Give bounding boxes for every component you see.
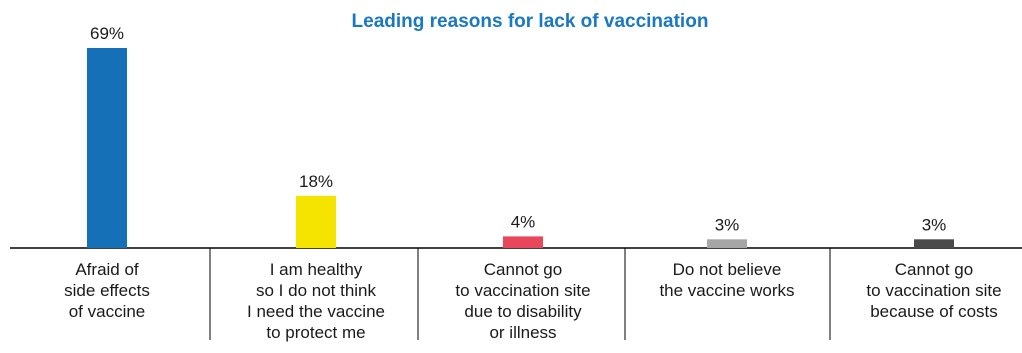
category-label-1: Afraid of side effects of vaccine <box>64 260 150 321</box>
chart-title: Leading reasons for lack of vaccination <box>352 11 709 32</box>
category-label-line: Cannot go <box>895 260 973 279</box>
category-label-line: I am healthy <box>270 260 363 279</box>
category-label-4: Do not believe the vaccine works <box>659 260 794 300</box>
value-label-5: 3% <box>922 215 947 234</box>
category-label-5: Cannot go to vaccination site because of c… <box>866 260 1001 321</box>
category-label-line: I need the vaccine <box>247 302 385 321</box>
category-label-line: because of costs <box>870 302 998 321</box>
bar-5 <box>914 239 954 248</box>
category-label-line: so I do not think <box>256 281 377 300</box>
bar-1 <box>87 48 127 248</box>
value-label-3: 4% <box>511 212 536 231</box>
bar-4 <box>707 239 747 248</box>
category-label-line: Afraid of <box>75 260 139 279</box>
category-label-line: to vaccination site <box>455 281 590 300</box>
category-label-line: Cannot go <box>484 260 562 279</box>
category-label-line: or illness <box>489 323 556 342</box>
bar-3 <box>503 236 543 248</box>
bars-group <box>87 48 954 248</box>
bar-2 <box>296 195 336 248</box>
category-label-3: Cannot go to vaccination site due to disab… <box>455 260 590 342</box>
category-label-line: side effects <box>64 281 150 300</box>
value-label-4: 3% <box>715 215 740 234</box>
category-label-line: to protect me <box>266 323 365 342</box>
value-labels-group: 69% 18% 4% 3% 3% <box>90 24 946 234</box>
category-label-2: I am healthy so I do not think I need the … <box>247 260 385 342</box>
category-label-line: due to disability <box>464 302 582 321</box>
category-label-line: of vaccine <box>69 302 146 321</box>
category-label-line: the vaccine works <box>659 281 794 300</box>
value-label-1: 69% <box>90 24 124 43</box>
category-dividers-group <box>209 248 831 340</box>
value-label-2: 18% <box>299 172 333 191</box>
category-label-line: to vaccination site <box>866 281 1001 300</box>
category-label-line: Do not believe <box>673 260 782 279</box>
category-labels-group: Afraid of side effects of vaccine I am heal… <box>64 260 1001 342</box>
